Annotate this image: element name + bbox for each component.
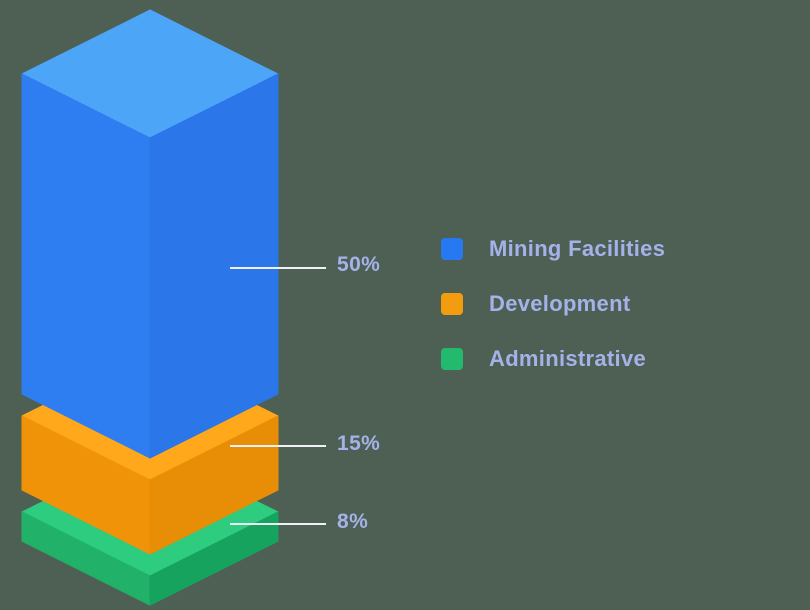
legend-label-mining-facilities: Mining Facilities xyxy=(489,236,666,261)
legend-label-administrative: Administrative xyxy=(489,346,647,371)
legend-item-administrative: Administrative xyxy=(441,345,665,373)
bar-segment-administrative-right-face xyxy=(149,511,279,606)
legend-item-development: Development xyxy=(441,290,665,318)
legend-swatch-development xyxy=(441,293,463,315)
legend-swatch-mining-facilities xyxy=(441,238,463,260)
legend-item-mining-facilities: Mining Facilities xyxy=(441,235,665,263)
value-label-mining-facilities: 50% xyxy=(337,253,381,276)
value-label-administrative: 8% xyxy=(337,510,369,533)
legend: Mining Facilities Development Administra… xyxy=(441,235,665,373)
value-label-development: 15% xyxy=(337,432,381,455)
legend-swatch-administrative xyxy=(441,348,463,370)
bar-segment-development-right-face xyxy=(149,415,279,555)
bar-segment-mining-facilities-right-face xyxy=(149,73,279,459)
legend-label-development: Development xyxy=(489,291,631,316)
bar-segment-mining-facilities-left-face xyxy=(21,73,151,459)
